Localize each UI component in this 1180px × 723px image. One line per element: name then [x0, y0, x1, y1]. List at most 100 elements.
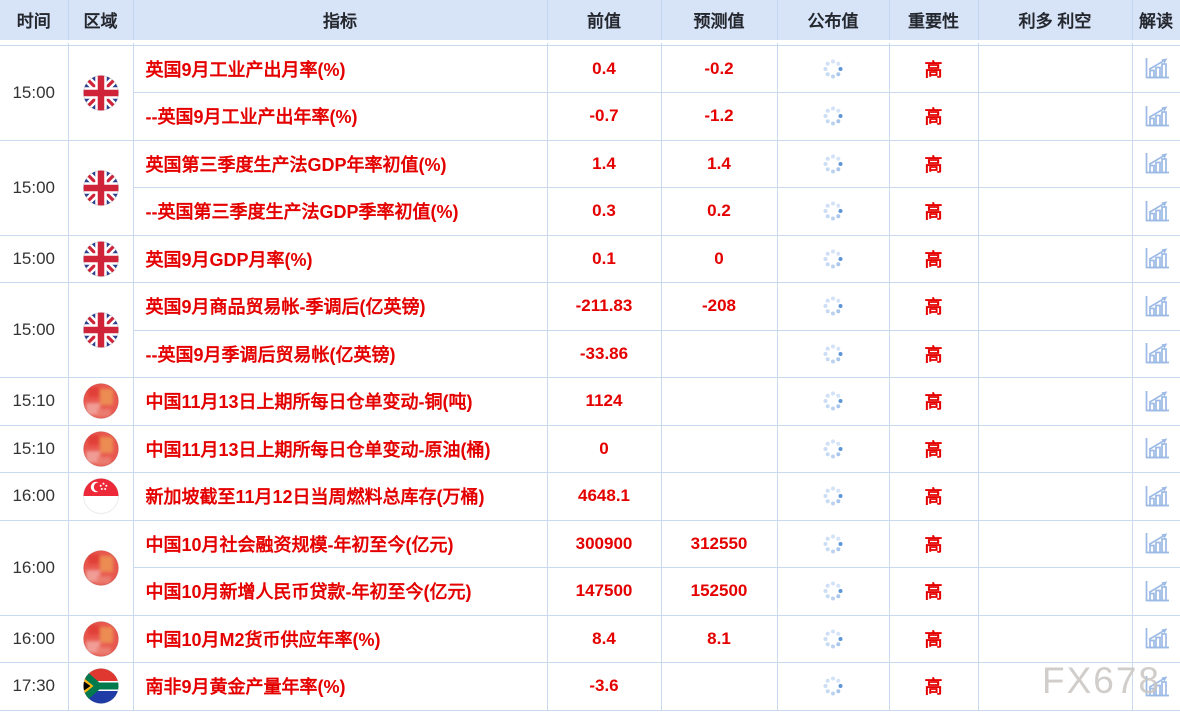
region-cell: [67, 282, 134, 378]
indicator-cell[interactable]: 中国10月新增人民币贷款-年初至今(亿元): [133, 567, 548, 616]
region-cell: [67, 139, 134, 236]
bull-bear-cell: [977, 282, 1133, 331]
indicator-cell[interactable]: --英国9月季调后贸易帐(亿英镑): [133, 329, 548, 378]
loading-spinner-icon: [778, 390, 888, 412]
indicator-cell[interactable]: 中国10月M2货币供应年率(%): [132, 614, 548, 663]
table-row: 15:00 英国9月商品贸易帐-季调后(亿英镑) -211.83 -208 高: [0, 282, 1180, 378]
bull-bear-cell: [977, 44, 1133, 93]
published-cell: [776, 139, 890, 188]
chart-icon[interactable]: [1133, 199, 1179, 224]
importance-cell: 高: [888, 234, 979, 283]
indicator-cell[interactable]: 中国11月13日上期所每日仓单变动-铜(吨): [132, 377, 548, 426]
published-cell: [776, 234, 890, 283]
chart-icon[interactable]: [1133, 674, 1179, 699]
table-row: 15:00 英国9月工业产出月率(%) 0.4 -0.2 高: [0, 44, 1180, 141]
chart-icon[interactable]: [1133, 626, 1179, 651]
interpret-cell: [1131, 44, 1180, 93]
cn-flag-icon: [69, 549, 132, 586]
time-cell: 15:10: [0, 424, 69, 473]
forecast-cell: -0.2: [660, 44, 778, 93]
importance-cell: 高: [888, 662, 979, 711]
col-header-forecast: 预测值: [661, 0, 778, 43]
chart-icon[interactable]: [1133, 531, 1179, 556]
indicator-cell[interactable]: 中国11月13日上期所每日仓单变动-原油(桶): [132, 424, 548, 473]
table-row: 15:00 英国第三季度生产法GDP年率初值(%) 1.4 1.4 高: [0, 139, 1180, 236]
loading-spinner-icon: [778, 200, 888, 222]
importance-cell: 高: [888, 92, 979, 141]
indicator-cell[interactable]: 英国9月工业产出月率(%): [132, 44, 548, 93]
interpret-cell: [1131, 329, 1180, 378]
interpret-cell: [1131, 662, 1180, 711]
published-cell: [776, 424, 890, 473]
indicator-cell[interactable]: 英国9月GDP月率(%): [132, 234, 548, 283]
previous-cell: -33.86: [546, 329, 662, 378]
importance-cell: 高: [888, 44, 979, 93]
col-header-region: 区域: [68, 0, 134, 43]
forecast-cell: [660, 377, 778, 426]
chart-icon[interactable]: [1133, 389, 1179, 414]
importance-cell: 高: [888, 424, 979, 473]
indicator-cell[interactable]: 南非9月黄金产量年率(%): [132, 662, 548, 711]
chart-icon[interactable]: [1133, 56, 1179, 81]
chart-icon[interactable]: [1133, 246, 1179, 271]
region-cell: [67, 44, 134, 141]
published-cell: [776, 187, 890, 236]
col-header-bull-bear: 利多 利空: [978, 0, 1133, 43]
loading-spinner-icon: [778, 343, 888, 365]
interpret-cell: [1131, 519, 1180, 568]
forecast-cell: 8.1: [660, 614, 778, 663]
importance-cell: 高: [888, 377, 979, 426]
loading-spinner-icon: [778, 438, 888, 460]
sg-flag-icon: [69, 478, 132, 515]
chart-icon[interactable]: [1133, 151, 1179, 176]
bull-bear-cell: [977, 614, 1133, 663]
time-cell: 16:00: [0, 614, 69, 663]
time-cell: 16:00: [0, 519, 69, 616]
col-header-previous: 前值: [547, 0, 662, 43]
previous-cell: -0.7: [546, 92, 662, 141]
bull-bear-cell: [977, 187, 1133, 236]
time-cell: 15:10: [0, 377, 69, 426]
bull-bear-cell: [977, 662, 1133, 711]
importance-cell: 高: [888, 519, 979, 568]
cn-flag-icon: [69, 383, 132, 420]
indicator-cell[interactable]: 英国9月商品贸易帐-季调后(亿英镑): [132, 282, 548, 331]
region-cell: [67, 519, 134, 616]
indicator-cell[interactable]: 新加坡截至11月12日当周燃料总库存(万桶): [132, 472, 548, 521]
region-cell: [67, 614, 134, 663]
indicator-cell[interactable]: 中国10月社会融资规模-年初至今(亿元): [132, 519, 548, 568]
published-cell: [776, 282, 890, 331]
importance-cell: 高: [888, 472, 979, 521]
interpret-cell: [1131, 424, 1180, 473]
bull-bear-cell: [977, 424, 1133, 473]
chart-icon[interactable]: [1133, 436, 1179, 461]
published-cell: [776, 519, 890, 568]
indicator-cell[interactable]: --英国第三季度生产法GDP季率初值(%): [133, 187, 548, 236]
bull-bear-cell: [977, 567, 1133, 616]
loading-spinner-icon: [778, 533, 888, 555]
bull-bear-cell: [977, 329, 1133, 378]
previous-cell: 1.4: [546, 139, 662, 188]
forecast-cell: 0.2: [660, 187, 778, 236]
chart-icon[interactable]: [1133, 579, 1179, 604]
indicator-cell[interactable]: --英国9月工业产出年率(%): [133, 92, 548, 141]
chart-icon[interactable]: [1133, 484, 1179, 509]
indicator-cell[interactable]: 英国第三季度生产法GDP年率初值(%): [132, 139, 548, 188]
za-flag-icon: [69, 668, 132, 705]
previous-cell: 0.1: [546, 234, 662, 283]
published-cell: [776, 44, 890, 93]
interpret-cell: [1131, 282, 1180, 331]
col-header-time: 时间: [0, 0, 69, 43]
published-cell: [776, 614, 890, 663]
chart-icon[interactable]: [1133, 104, 1179, 129]
cn-flag-icon: [69, 620, 132, 657]
interpret-cell: [1131, 614, 1180, 663]
cn-flag-icon: [69, 430, 132, 467]
forecast-cell: 1.4: [660, 139, 778, 188]
uk-flag-icon: [69, 240, 132, 277]
forecast-cell: [660, 472, 778, 521]
chart-icon[interactable]: [1133, 294, 1179, 319]
chart-icon[interactable]: [1133, 341, 1179, 366]
loading-spinner-icon: [778, 675, 888, 697]
